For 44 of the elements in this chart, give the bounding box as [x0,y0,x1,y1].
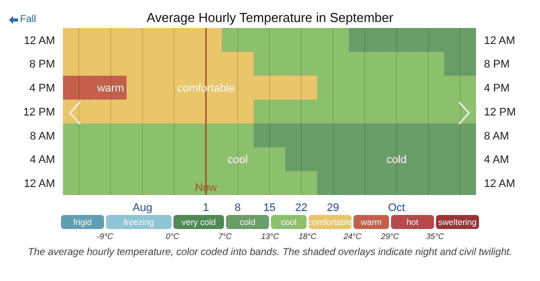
data-label: warm [96,82,124,95]
data-label: cool [228,154,248,166]
color-bar-label: 0°C [166,232,180,241]
text: sweltering [438,217,477,227]
x-tick-label: Oct [388,202,406,214]
y2-tick-label: 8 AM [484,130,510,142]
y2-tick-label: 4 PM [484,82,510,95]
x-tick-label: 22 [295,202,308,214]
chart-title: Average Hourly Temperature in September [146,10,394,25]
x-tick-label: 1 [202,202,210,214]
color-bar-label: 13°C [261,232,280,241]
color-bar-label: 35°C [426,232,444,241]
text: cold [240,217,256,227]
y2-tick-label: 12 AM [484,34,516,47]
y-tick-label: 12 PM [23,106,55,118]
text: Fall [20,14,36,25]
y-tick-label: 8 PM [29,58,55,71]
y2-tick-label: 4 AM [484,154,510,166]
text: very cold [182,217,216,227]
color-bar-label: 29°C [380,232,400,241]
text: frigid [73,217,92,227]
text: The average hourly temperature, color coded into bands. The shaded overlays indicate night and civil twilight. [26,246,514,259]
data-label: cold [386,154,407,166]
color-bar-label: -9°C [96,232,114,241]
x-tick-label: 8 [234,202,241,214]
text: hot [406,217,420,227]
color-bar-label: 7°C [218,232,232,241]
text: cool [280,217,297,227]
x-tick-label: 15 [263,202,276,214]
color-bar-label: 24°C [342,232,362,241]
x-tick-label: Aug [132,202,152,214]
y-tick-label: 8 AM [30,130,55,142]
text: comfortable [308,217,352,227]
y-tick-label: 4 PM [29,82,55,95]
y2-tick-label: 12 AM [484,178,516,190]
y-tick-label: 4 AM [30,154,55,166]
x-tick-label: 29 [326,202,340,214]
y2-tick-label: 12 PM [484,106,516,118]
y2-tick-label: 8 PM [484,58,510,71]
text: warm [360,217,382,227]
text: freezing [124,217,154,227]
y-tick-label: 12 AM [24,34,55,47]
color-bar-label: 18°C [298,232,317,241]
y-tick-label: 12 AM [24,178,55,190]
